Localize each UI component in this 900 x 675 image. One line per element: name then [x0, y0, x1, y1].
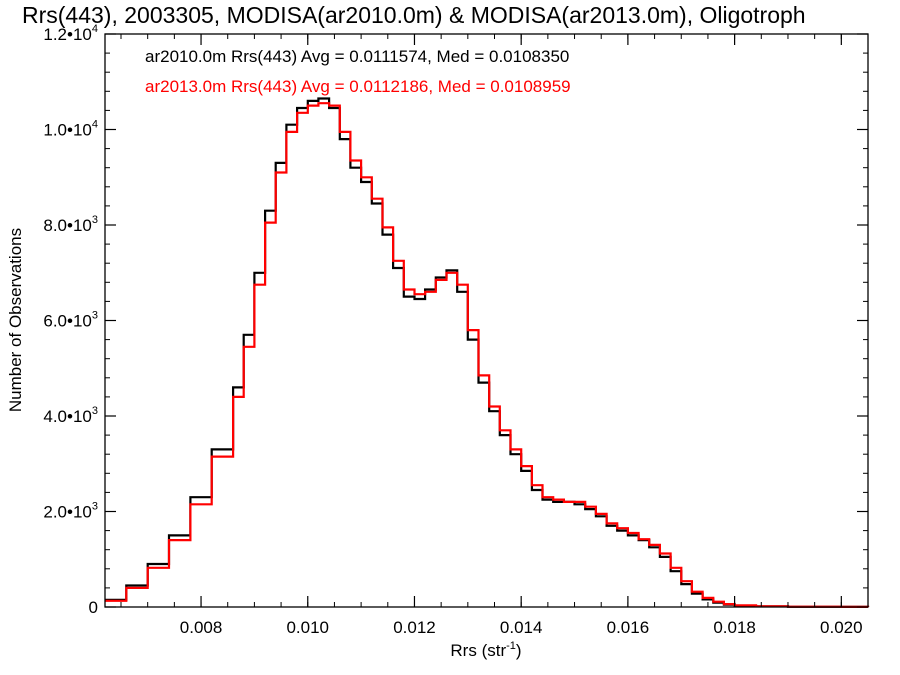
x-tick-label: 0.020	[820, 618, 863, 637]
series-line-ar2013-0m	[105, 102, 870, 608]
series-line-ar2010-0m	[105, 97, 870, 608]
x-tick-label: 0.018	[713, 618, 756, 637]
x-axis-label: Rrs (str-1)	[450, 640, 521, 660]
ticks-layer: 0.008 0.010 0.012 0.014 0.016 0.018 0.020 0 2.0•…	[43, 23, 868, 637]
y-tick-label: 1.0•104	[43, 119, 98, 140]
y-tick-label: 0	[89, 598, 98, 617]
chart-title: Rrs(443), 2003305, MODISA(ar2010.0m) & M…	[22, 2, 806, 28]
x-tick-label: 0.014	[500, 618, 543, 637]
y-tick-label: 1.2•104	[43, 23, 98, 44]
y-tick-label: 4.0•103	[43, 405, 98, 426]
legend-entry-ar2010: ar2010.0m Rrs(443) Avg = 0.0111574, Med …	[145, 47, 569, 66]
x-tick-label: 0.010	[286, 618, 329, 637]
x-tick-label: 0.012	[393, 618, 436, 637]
legend-entry-ar2013: ar2013.0m Rrs(443) Avg = 0.0112186, Med …	[145, 77, 571, 96]
y-tick-label: 2.0•103	[43, 501, 98, 522]
plot-frame	[104, 33, 869, 608]
x-tick-label: 0.016	[607, 618, 650, 637]
y-axis-label: Number of Observations	[6, 228, 25, 412]
series-layer	[105, 97, 870, 608]
y-tick-label: 8.0•103	[43, 214, 98, 235]
x-tick-label: 0.008	[180, 618, 223, 637]
y-tick-label: 6.0•103	[43, 310, 98, 331]
